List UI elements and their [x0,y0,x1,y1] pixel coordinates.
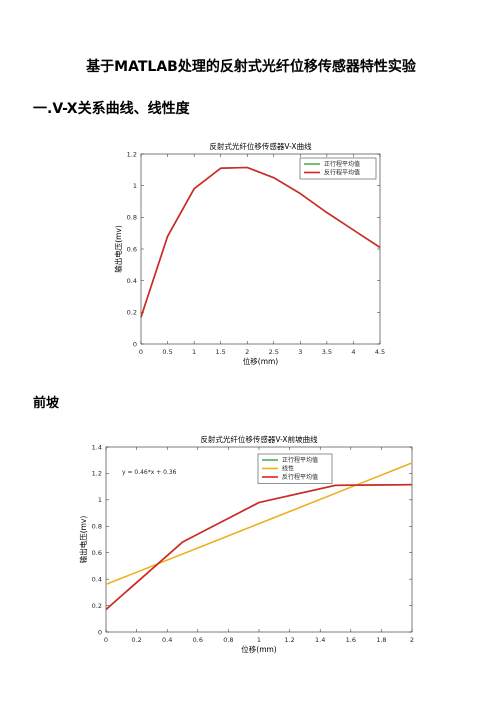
legend-label: 正行程平均值 [324,160,360,168]
x-tick-label: 3 [298,348,302,356]
document-title: 基于MATLAB处理的反射式光纤位移传感器特性实验 [86,59,416,75]
x-tick-label: 1.6 [346,636,356,644]
y-tick-label: 1.2 [127,150,137,158]
x-tick-label: 1 [192,348,196,356]
y-tick-label: 0 [98,628,102,636]
vx-front-slope-chart: 反射式光纤位移传感器V-X前坡曲线 0 0.2 0.4 0.6 0.8 1 1.2 1.4 1.6… [78,434,414,654]
y-tick-label: 0.2 [127,309,137,317]
section-heading-vx: 一.V-X关系曲线、线性度 [33,101,190,117]
legend-label: 正行程平均值 [282,456,318,464]
series-line [140,166,381,318]
x-tick-label: 1.2 [284,636,294,644]
section-heading-front-slope: 前坡 [33,396,60,411]
x-tick-label: 0.8 [223,636,233,644]
vx-curve-chart: 反射式光纤位移传感器V-X曲线 0 0.5 1 1.5 2 2.5 3 3.5 4 4.5 0 0.2 0… [113,141,385,366]
x-tick-label: 0 [104,636,108,644]
chart-title: 反射式光纤位移传感器V-X曲线 [209,141,312,151]
x-tick-label: 2.5 [269,348,279,356]
x-tick-label: 4.5 [375,348,385,356]
y-tick-label: 0.4 [92,575,102,583]
y-axis-label: 输出电压(mv) [113,225,123,273]
y-tick-label: 1 [98,496,102,504]
y-tick-label: 1 [133,182,137,190]
chart-title: 反射式光纤位移传感器V-X前坡曲线 [200,434,318,444]
x-tick-label: 0.6 [193,636,203,644]
x-tick-label: 3.5 [322,348,332,356]
y-tick-label: 0.6 [127,245,137,253]
y-tick-label: 1.4 [92,443,102,451]
x-tick-label: 1 [257,636,261,644]
plot-area [140,153,381,345]
y-tick-label: 1.2 [92,470,102,478]
x-tick-label: 2 [410,636,414,644]
y-tick-label: 0.2 [92,602,102,610]
legend-label: 反行程平均值 [282,473,318,481]
x-tick-label: 1.5 [215,348,225,356]
x-tick-label: 0 [139,348,143,356]
x-tick-label: 0.2 [131,636,141,644]
legend-label: 线性 [282,465,294,473]
legend-label: 反行程平均值 [324,169,360,177]
x-axis-label: 位移(mm) [243,356,279,366]
y-axis-label: 输出电压(mv) [78,516,88,564]
x-tick-label: 1.4 [315,636,325,644]
x-tick-label: 4 [351,348,355,356]
x-axis-label: 位移(mm) [241,644,277,654]
x-tick-label: 0.4 [162,636,172,644]
x-tick-label: 0.5 [162,348,172,356]
y-tick-label: 0.4 [127,277,137,285]
y-tick-label: 0.6 [92,549,102,557]
y-tick-label: 0 [133,340,137,348]
x-tick-label: 2 [245,348,249,356]
x-tick-label: 1.8 [376,636,386,644]
y-tick-label: 0.8 [127,214,137,222]
fit-equation-annotation: y = 0.46*x + 0.36 [122,469,177,476]
series-line [105,483,413,611]
y-tick-label: 0.8 [92,523,102,531]
